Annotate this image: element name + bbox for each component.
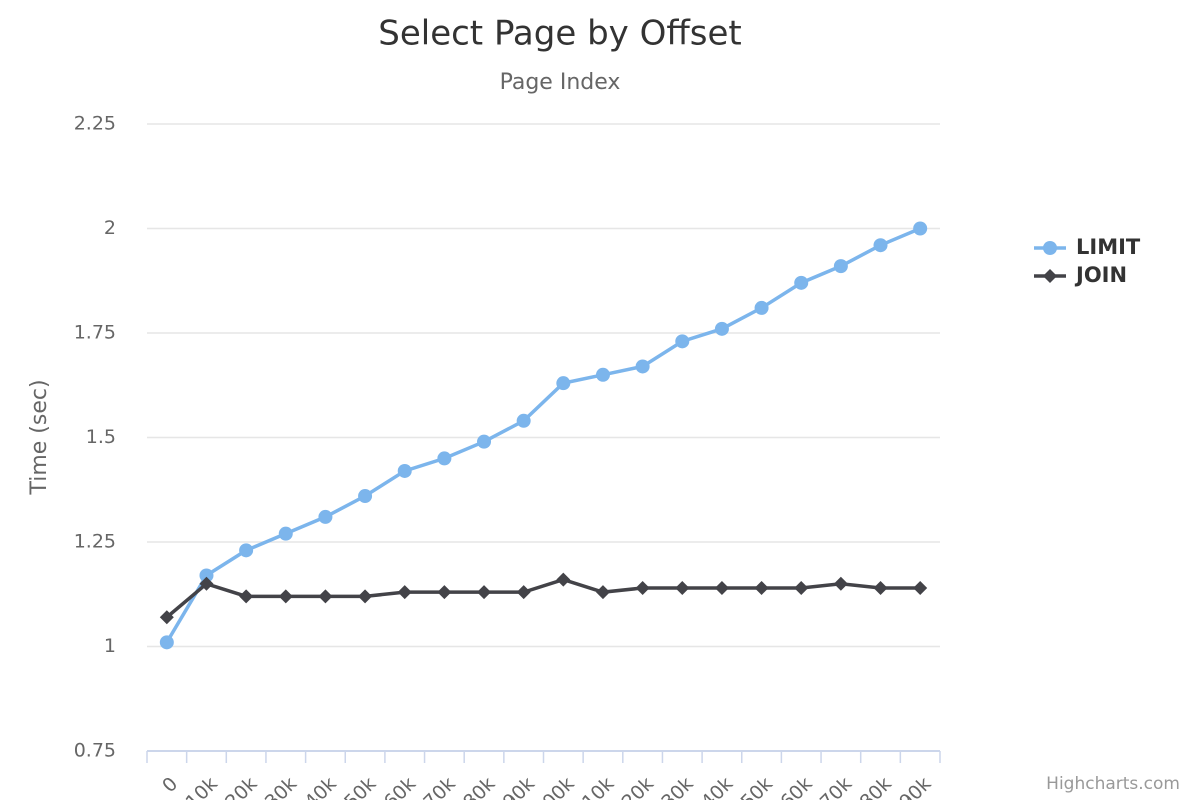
y-tick-label: 2.25 xyxy=(74,113,116,135)
point xyxy=(159,635,174,650)
point xyxy=(199,568,214,583)
legend-label[interactable]: LIMIT xyxy=(1076,235,1141,259)
point xyxy=(714,321,729,336)
x-tick-label: 0 xyxy=(158,773,182,797)
chart-subtitle: Page Index xyxy=(500,70,621,95)
x-tick-label: 30k xyxy=(261,773,301,800)
point xyxy=(358,489,373,504)
point xyxy=(239,543,254,558)
y-tick-label: 1 xyxy=(104,635,116,657)
point xyxy=(595,585,610,600)
legend-marker xyxy=(1043,241,1057,255)
point xyxy=(754,580,769,595)
series-line xyxy=(165,226,921,644)
point xyxy=(159,610,174,625)
point xyxy=(913,580,928,595)
point xyxy=(437,451,452,466)
point xyxy=(675,580,690,595)
chart-title: Select Page by Offset xyxy=(378,14,741,54)
series-line xyxy=(165,577,921,619)
point xyxy=(675,334,690,349)
point xyxy=(754,300,769,315)
point xyxy=(477,585,492,600)
x-tick-label: 20k xyxy=(221,773,261,800)
point xyxy=(635,359,650,374)
y-tick-label: 1.75 xyxy=(74,322,116,344)
point xyxy=(794,275,809,290)
point xyxy=(595,367,610,382)
point xyxy=(318,589,333,604)
point xyxy=(833,576,848,591)
point xyxy=(873,580,888,595)
point xyxy=(318,509,333,524)
point xyxy=(516,585,531,600)
legend-label[interactable]: JOIN xyxy=(1074,263,1127,287)
point xyxy=(714,580,729,595)
x-tick-label: 70k xyxy=(419,773,459,800)
credits[interactable]: Highcharts.com xyxy=(1046,774,1180,794)
point xyxy=(199,576,214,591)
point xyxy=(278,526,293,541)
y-tick-label: 0.75 xyxy=(74,740,116,762)
x-tick-label: 90k xyxy=(499,773,539,800)
y-tick-label: 2 xyxy=(104,217,116,239)
point xyxy=(516,413,531,428)
point xyxy=(794,580,809,595)
y-tick-label: 1.5 xyxy=(86,426,116,448)
point xyxy=(556,572,571,587)
x-tick-label: 40k xyxy=(300,773,340,800)
point xyxy=(397,463,412,478)
point xyxy=(239,589,254,604)
x-tick-label: 60k xyxy=(380,773,420,800)
point xyxy=(873,238,888,253)
point xyxy=(437,585,452,600)
x-tick-label: 10k xyxy=(181,773,221,800)
x-tick-label: 80k xyxy=(459,773,499,800)
point xyxy=(477,434,492,449)
legend-marker xyxy=(1043,269,1057,283)
point xyxy=(913,221,928,236)
point xyxy=(358,589,373,604)
point xyxy=(278,589,293,604)
y-tick-label: 1.25 xyxy=(74,531,116,553)
y-axis-title: Time (sec) xyxy=(27,379,52,495)
point xyxy=(833,259,848,274)
point xyxy=(397,585,412,600)
x-tick-label: 50k xyxy=(340,773,380,800)
point xyxy=(635,580,650,595)
point xyxy=(556,376,571,391)
